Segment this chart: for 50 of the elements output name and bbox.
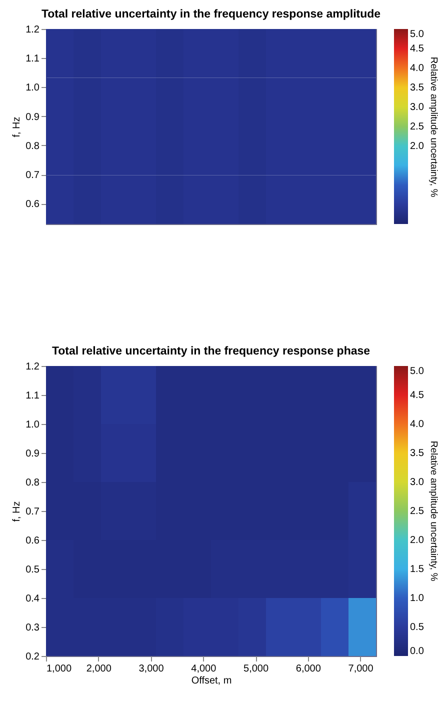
chart-title: Total relative uncertainty in the frequency response amplitude [41,8,381,20]
color-bar-title: Relative amplitude uncertainty, % [428,56,438,198]
color-bar-label: 2.0 [410,141,424,152]
y-axis-title: f, Hz [12,116,23,138]
color-bar-label: 4.5 [410,390,424,401]
color-bar-label: 1.0 [410,593,424,604]
color-bar-title: Relative amplitude uncertainty, % [428,440,438,582]
y-tick-label: 0.7 [26,506,40,518]
color-bar-label: 2.5 [410,122,424,132]
color-bar-label: 0.5 [410,622,424,633]
color-bar-label: 0.0 [410,646,424,657]
y-tick-label: 0.6 [26,199,40,210]
y-tick-label: 0.6 [26,536,40,546]
x-tick-label: 1,000 [46,664,72,674]
x-axis-title: Offset, m [191,676,232,686]
y-tick-label: 1.1 [26,54,40,65]
y-tick-label: 0.7 [26,170,40,182]
x-tick-label: 5,000 [244,664,269,674]
y-tick-label: 0.9 [26,112,40,123]
y-tick-label: 0.4 [26,594,40,604]
y-tick-label: 0.2 [26,652,40,662]
y-tick-label: 1.0 [26,82,40,94]
y-tick-label: 1.0 [26,420,40,430]
y-tick-label: 0.8 [26,478,40,488]
color-bar-label: 3.0 [410,102,424,113]
x-tick-label: 4,000 [191,664,217,674]
y-axis-title: f, Hz [12,501,23,522]
y-tick-label: 0.8 [26,140,40,152]
x-tick-label: 7,000 [348,664,374,674]
color-bar-label: 1.5 [410,564,424,575]
y-tick-label: 1.2 [26,362,40,372]
color-bar-label: 2.5 [410,506,424,517]
y-tick-label: 0.9 [26,448,40,460]
color-bar-label: 4.0 [410,63,424,74]
color-bar-label: 4.0 [410,419,424,430]
color-bar-label: 3.5 [410,448,424,459]
x-tick-label: 3,000 [138,664,164,674]
x-tick-label: 2,000 [86,664,112,674]
color-bar-label: 5.0 [410,366,424,377]
y-tick-label: 1.1 [26,390,40,402]
color-bar-label: 5.0 [410,29,424,40]
x-tick-label: 6,000 [296,664,322,674]
chart-title: Total relative uncertainty in the frequency response phase [52,346,370,358]
color-bar-label: 3.0 [410,477,424,488]
y-tick-label: 1.2 [26,24,40,36]
color-bar-label: 3.5 [410,82,424,94]
color-bar-label: 2.0 [410,535,424,546]
color-bar-label: 4.5 [410,44,424,54]
y-tick-label: 0.3 [26,622,40,634]
y-tick-label: 0.5 [26,564,40,576]
